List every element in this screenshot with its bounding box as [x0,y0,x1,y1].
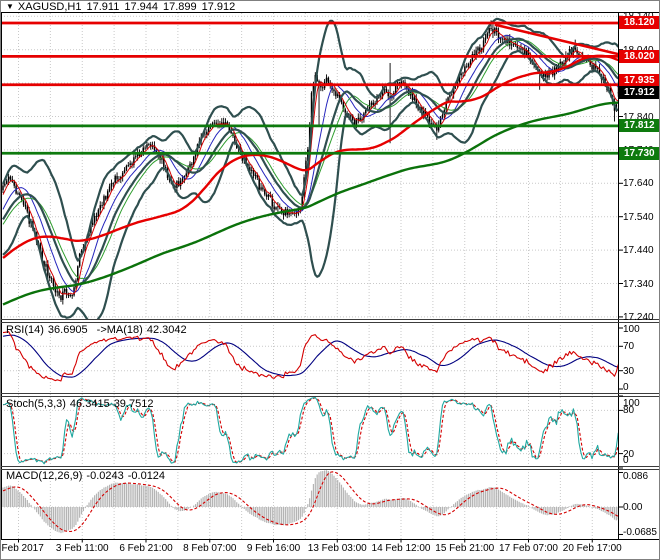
macd-panel[interactable] [2,470,618,534]
macd-signal-value: -0.0124 [127,470,166,482]
rsi-name: RSI(14) [6,324,44,336]
symbol-timeframe: XAGUSD,H1 [17,1,82,13]
panel-frames [1,12,659,543]
bollinger-lower [2,49,618,319]
stoch-signal-line [2,397,618,464]
macd-legend: MACD(12,26,9) -0.0243 -0.0124 [6,471,169,482]
rsi-legend: RSI(14) 36.6905 ->MA(18) 42.3042 [6,325,191,336]
macd-signal-line [2,471,618,533]
stoch-name: Stoch(5,3,3) [6,398,66,410]
symbol-dropdown-icon[interactable]: ▼ [6,2,14,11]
stoch-legend: Stoch(5,3,3) 46.3415 39.7512 [6,399,157,410]
ohlc-close: 17.912 [201,1,236,13]
rsi-ma-value: 42.3042 [146,324,187,336]
grid [1,13,618,539]
bollinger-upper [1,17,618,262]
stoch-d-value: 39.7512 [113,398,154,410]
bollinger-middle [2,37,618,286]
rsi-ma-line [2,334,618,378]
stoch-k-value: 46.3415 [69,398,110,410]
rsi-value: 36.6905 [47,324,88,336]
chart-header: ▼ XAGUSD,H1 17.911 17.944 17.899 17.912 [6,1,240,14]
ohlc-high: 17.944 [124,1,158,13]
stoch-main-line [2,397,618,465]
candle-wicks [2,20,618,305]
descending-trendline [494,23,618,56]
ma-thin-red [2,29,618,295]
macd-histogram [2,470,618,534]
macd-name: MACD(12,26,9) [6,470,83,482]
stochastic-panel[interactable] [2,397,618,465]
ohlc-open: 17.911 [86,1,120,13]
ma-thick-red [2,54,618,259]
rsi-ma-name: ->MA(18) [96,324,143,336]
rsi-line [2,331,618,382]
rsi-panel[interactable] [2,331,618,382]
ohlc-low: 17.899 [162,1,197,13]
main-price-panel[interactable] [1,17,622,324]
macd-value: -0.0243 [86,470,124,482]
